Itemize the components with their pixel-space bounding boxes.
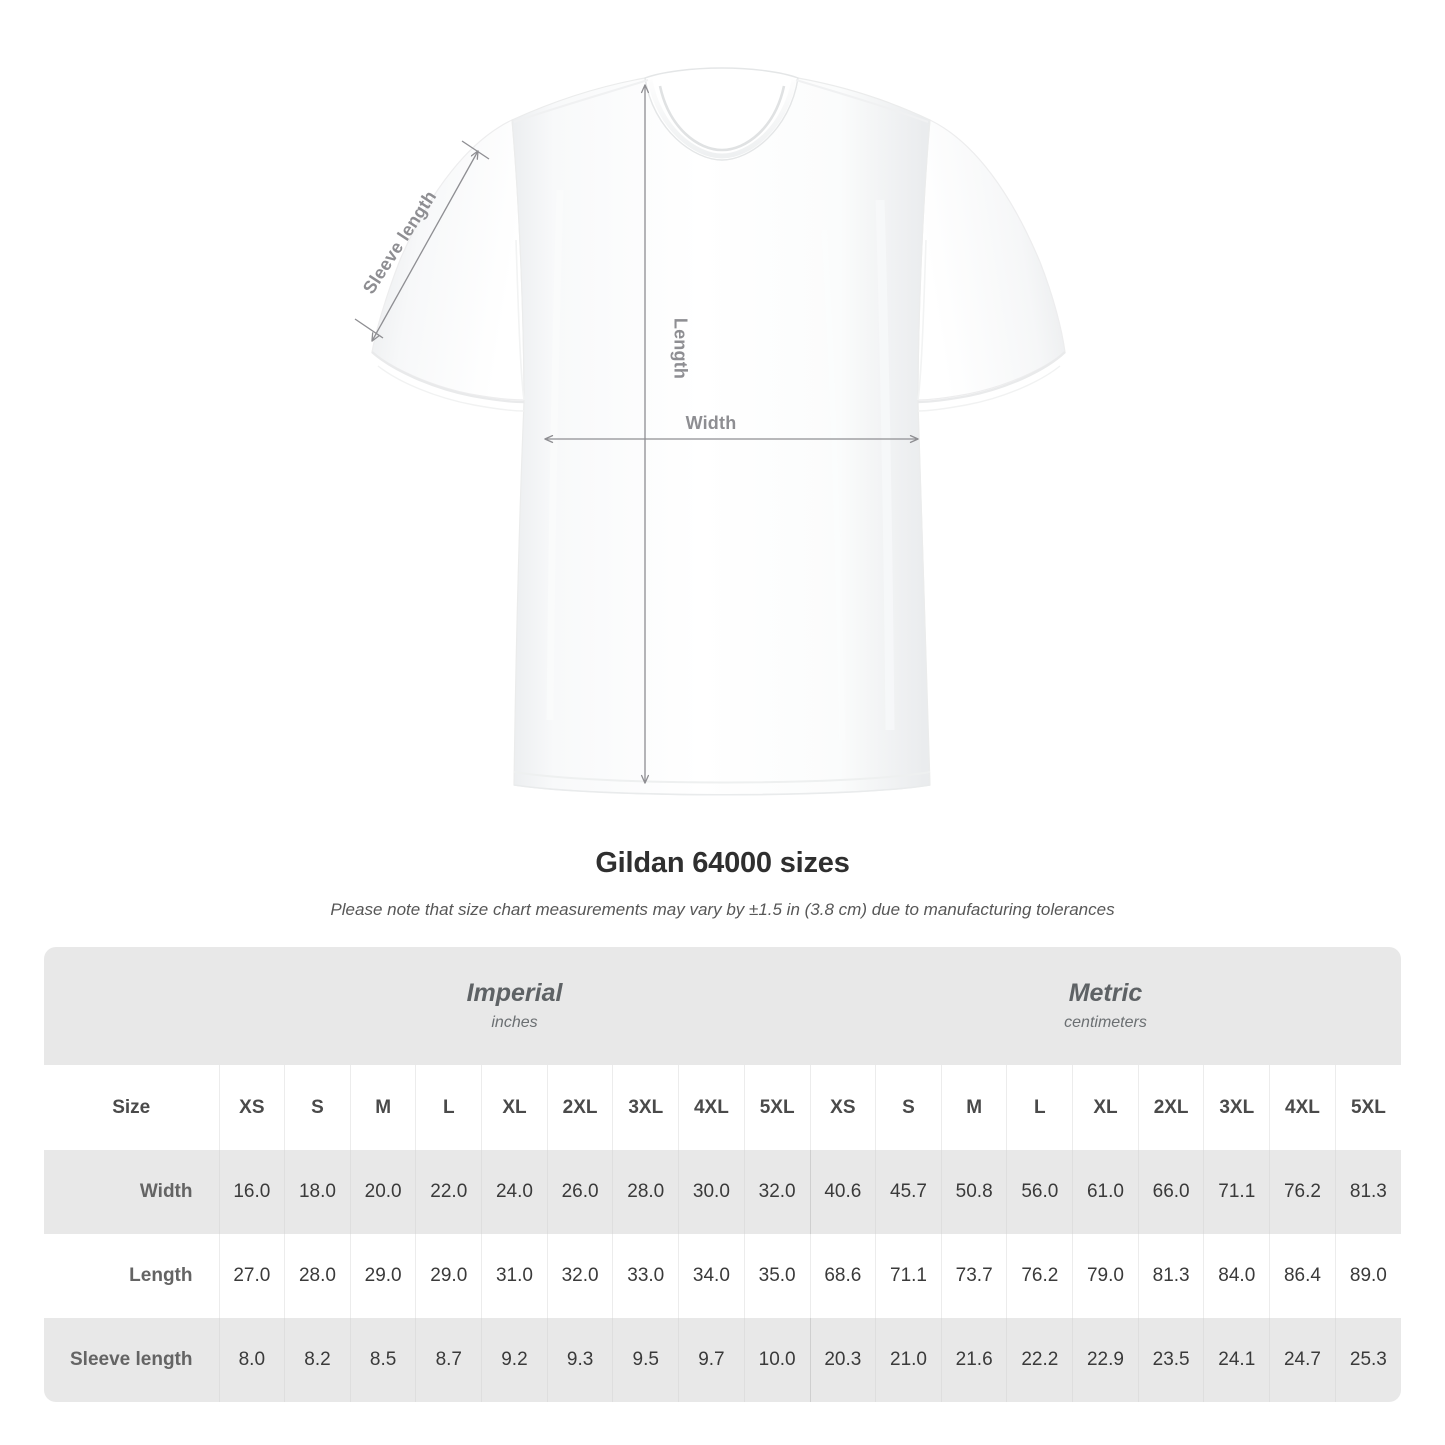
cell-sleeve-length-metric-5xl: 25.3 — [1334, 1318, 1401, 1402]
cell-length-metric-5xl: 89.0 — [1334, 1234, 1401, 1318]
width-dimension-label: Width — [685, 413, 737, 433]
cell-length-metric-2xl: 81.3 — [1137, 1234, 1204, 1318]
unit-subtitle: inches — [491, 1013, 538, 1031]
cell-length-imperial-5xl: 35.0 — [743, 1234, 811, 1318]
size-header-cell-metric-xs: XS — [809, 1065, 876, 1150]
cell-width-metric-5xl: 81.3 — [1334, 1150, 1401, 1234]
table-row: Width 16.0 18.0 20.0 22.0 24.0 26.0 28.0 30.0 32.… — [44, 1150, 1401, 1234]
size-header-cell-imperial-2xl: 2XL — [546, 1065, 613, 1150]
cell-width-metric-m: 50.8 — [940, 1150, 1007, 1234]
unit-name: Metric — [1068, 978, 1143, 1007]
cell-length-imperial-2xl: 32.0 — [546, 1234, 613, 1318]
row-label-sleeve-length: Sleeve length — [44, 1318, 219, 1402]
row-label-width: Width — [44, 1150, 219, 1234]
dimension-lines — [354, 85, 918, 783]
cell-length-imperial-xl: 31.0 — [481, 1234, 548, 1318]
size-header-cell-metric-4xl: 4XL — [1269, 1065, 1336, 1150]
cell-sleeve-length-metric-4xl: 24.7 — [1269, 1318, 1336, 1402]
cell-length-metric-m: 73.7 — [940, 1234, 1007, 1318]
size-header-cell-imperial-5xl: 5XL — [743, 1065, 811, 1150]
cell-width-metric-xs: 40.6 — [809, 1150, 876, 1234]
unit-header-spacer — [44, 947, 219, 1065]
cell-length-imperial-3xl: 33.0 — [612, 1234, 679, 1318]
cell-sleeve-length-metric-l: 22.2 — [1006, 1318, 1073, 1402]
size-chart-table: Imperial inches Metric centimeters Size XS S M L… — [44, 947, 1401, 1402]
tshirt-diagram: Sleeve length Length Width — [354, 67, 1066, 796]
cell-sleeve-length-metric-3xl: 24.1 — [1203, 1318, 1270, 1402]
cell-sleeve-length-imperial-s: 8.2 — [284, 1318, 351, 1402]
cell-width-metric-4xl: 76.2 — [1269, 1150, 1336, 1234]
cell-length-imperial-xs: 27.0 — [218, 1234, 285, 1318]
unit-name: Imperial — [466, 978, 563, 1007]
cell-sleeve-length-imperial-2xl: 9.3 — [546, 1318, 613, 1402]
cell-width-metric-xl: 61.0 — [1072, 1150, 1139, 1234]
cell-width-imperial-4xl: 30.0 — [678, 1150, 745, 1234]
size-header-cell-metric-xl: XL — [1072, 1065, 1139, 1150]
tshirt-illustration — [354, 67, 1066, 796]
size-header-cell-imperial-l: L — [415, 1065, 482, 1150]
cell-width-imperial-2xl: 26.0 — [546, 1150, 613, 1234]
cell-length-imperial-s: 28.0 — [284, 1234, 351, 1318]
table-row: Sleeve length 8.0 8.2 8.5 8.7 9.2 9.3 9.5 9.7 10.… — [44, 1318, 1401, 1402]
cell-width-imperial-m: 20.0 — [349, 1150, 416, 1234]
cell-width-metric-l: 56.0 — [1006, 1150, 1073, 1234]
cell-width-metric-s: 45.7 — [875, 1150, 942, 1234]
title-block: Gildan 64000 sizes Please note that size… — [0, 846, 1445, 921]
size-header-cell-metric-s: S — [875, 1065, 942, 1150]
size-header-cell-metric-5xl: 5XL — [1334, 1065, 1401, 1150]
cell-sleeve-length-metric-2xl: 23.5 — [1137, 1318, 1204, 1402]
cell-length-imperial-4xl: 34.0 — [678, 1234, 745, 1318]
size-header-cell-metric-3xl: 3XL — [1203, 1065, 1270, 1150]
cell-length-imperial-m: 29.0 — [349, 1234, 416, 1318]
size-header-cell-imperial-s: S — [284, 1065, 351, 1150]
cell-sleeve-length-imperial-3xl: 9.5 — [612, 1318, 679, 1402]
length-dimension-label: Length — [670, 317, 691, 380]
size-header-cell-imperial-3xl: 3XL — [612, 1065, 679, 1150]
cell-length-metric-s: 71.1 — [875, 1234, 942, 1318]
cell-length-metric-l: 76.2 — [1006, 1234, 1073, 1318]
size-header-cell-metric-l: L — [1006, 1065, 1073, 1150]
cell-sleeve-length-metric-m: 21.6 — [940, 1318, 1007, 1402]
cell-width-imperial-l: 22.0 — [415, 1150, 482, 1234]
page-title: Gildan 64000 sizes — [595, 847, 850, 879]
unit-header-imperial: Imperial inches — [219, 947, 811, 1065]
cell-width-imperial-5xl: 32.0 — [743, 1150, 811, 1234]
cell-sleeve-length-imperial-xs: 8.0 — [218, 1318, 285, 1402]
cell-length-metric-xl: 79.0 — [1072, 1234, 1139, 1318]
size-header-cell-imperial-4xl: 4XL — [678, 1065, 745, 1150]
size-header-cell-imperial-xs: XS — [218, 1065, 285, 1150]
cell-width-imperial-s: 18.0 — [284, 1150, 351, 1234]
size-header-cell-metric-m: M — [940, 1065, 1007, 1150]
cell-width-metric-3xl: 71.1 — [1203, 1150, 1270, 1234]
cell-sleeve-length-imperial-m: 8.5 — [349, 1318, 416, 1402]
cell-sleeve-length-metric-xl: 22.9 — [1072, 1318, 1139, 1402]
cell-length-metric-3xl: 84.0 — [1203, 1234, 1270, 1318]
cell-width-imperial-3xl: 28.0 — [612, 1150, 679, 1234]
size-header-row: Size XS S M L XL 2XL 3XL 4XL 5XL XS S M L XL 2XL 3XL 4XL 5… — [44, 1065, 1401, 1150]
row-label-length: Length — [44, 1234, 219, 1318]
cell-sleeve-length-metric-s: 21.0 — [875, 1318, 942, 1402]
cell-sleeve-length-imperial-l: 8.7 — [415, 1318, 482, 1402]
unit-header-metric: Metric centimeters — [810, 947, 1401, 1065]
unit-header-row: Imperial inches Metric centimeters — [44, 947, 1401, 1065]
sleeve-length-arrow — [372, 151, 478, 341]
size-header-cell-imperial-xl: XL — [481, 1065, 548, 1150]
size-row-label: Size — [44, 1065, 219, 1150]
cell-length-metric-4xl: 86.4 — [1269, 1234, 1336, 1318]
cell-width-imperial-xl: 24.0 — [481, 1150, 548, 1234]
cell-sleeve-length-imperial-4xl: 9.7 — [678, 1318, 745, 1402]
table-row: Length 27.0 28.0 29.0 29.0 31.0 32.0 33.0 34.0 35… — [44, 1234, 1401, 1318]
size-chart-table-wrapper: Imperial inches Metric centimeters Size XS S M L… — [44, 947, 1401, 1402]
cell-length-metric-xs: 68.6 — [809, 1234, 876, 1318]
cell-sleeve-length-imperial-5xl: 10.0 — [743, 1318, 811, 1402]
cell-sleeve-length-metric-xs: 20.3 — [809, 1318, 876, 1402]
tolerance-note: Please note that size chart measurements… — [330, 899, 1115, 919]
size-header-cell-imperial-m: M — [349, 1065, 416, 1150]
cell-length-imperial-l: 29.0 — [415, 1234, 482, 1318]
size-header-cell-metric-2xl: 2XL — [1137, 1065, 1204, 1150]
cell-sleeve-length-imperial-xl: 9.2 — [481, 1318, 548, 1402]
cell-width-metric-2xl: 66.0 — [1137, 1150, 1204, 1234]
unit-subtitle: centimeters — [1064, 1013, 1147, 1031]
cell-width-imperial-xs: 16.0 — [218, 1150, 285, 1234]
